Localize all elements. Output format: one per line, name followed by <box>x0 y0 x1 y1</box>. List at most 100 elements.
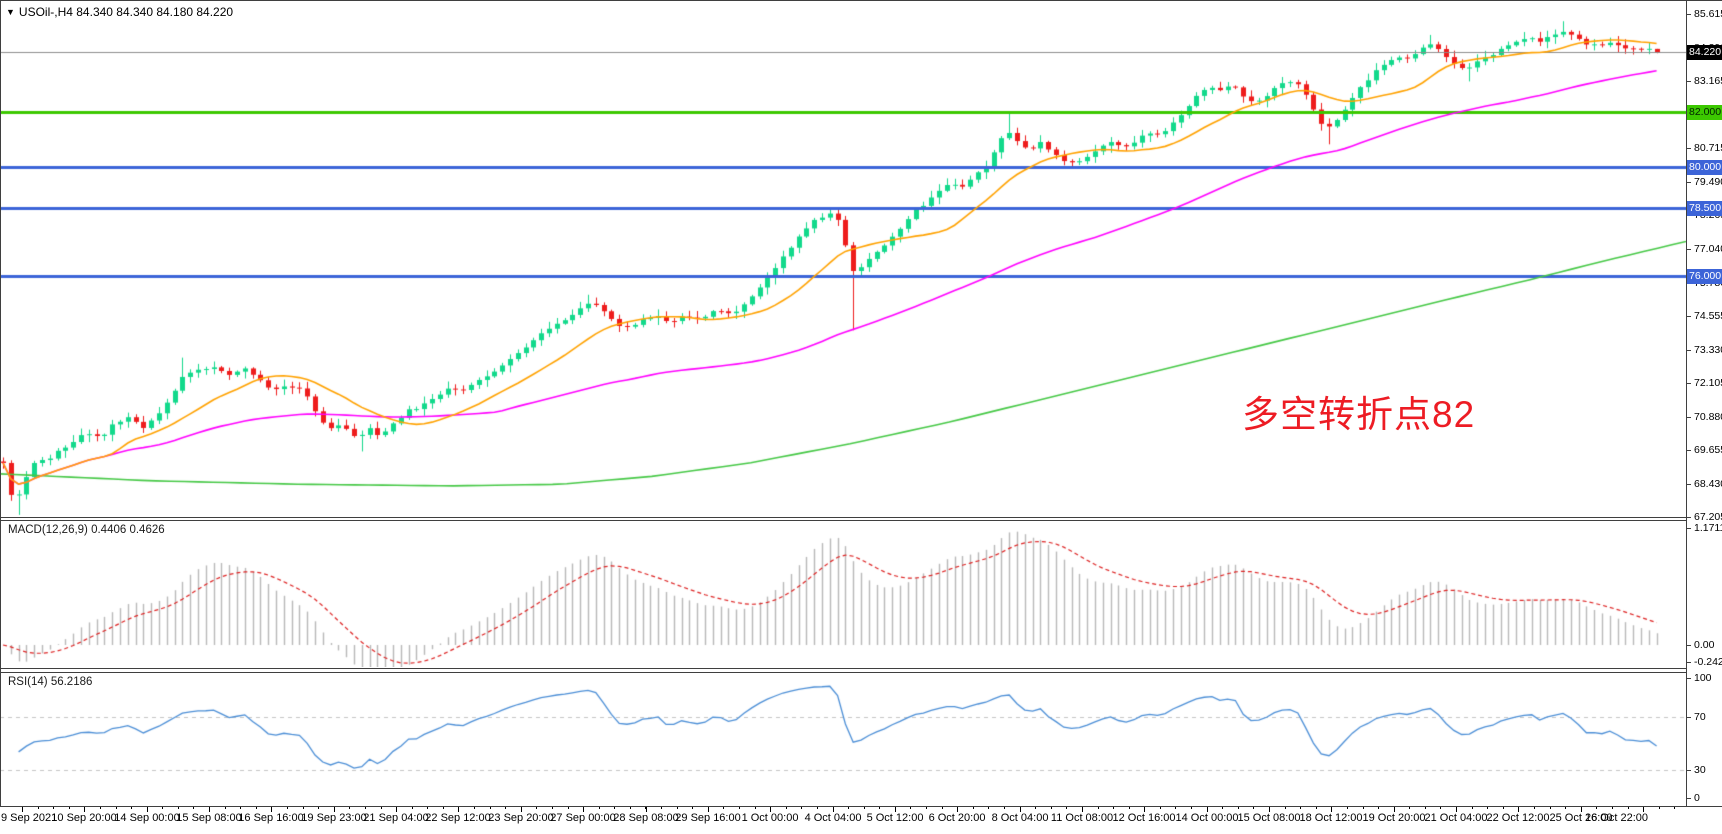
time-minor-tick <box>1440 807 1441 809</box>
time-minor-tick <box>1175 807 1176 809</box>
time-label: 23 Sep 20:00 <box>488 812 554 824</box>
time-minor-tick <box>162 807 163 809</box>
time-minor-tick <box>474 807 475 809</box>
price-tick-dash <box>1686 14 1691 15</box>
time-minor-tick <box>1425 807 1426 809</box>
time-minor-tick <box>349 807 350 809</box>
price-tick-dash <box>1686 417 1691 418</box>
time-label: 21 Oct 04:00 <box>1424 812 1488 824</box>
time-label: 29 Sep 16:00 <box>675 812 741 824</box>
time-major-tick <box>521 807 522 812</box>
time-minor-tick <box>318 807 319 809</box>
time-major-tick <box>583 807 584 812</box>
rsi-tick: 30 <box>1694 764 1706 776</box>
time-minor-tick <box>599 807 600 809</box>
time-minor-tick <box>1129 807 1130 809</box>
rsi-tick-dash <box>1686 678 1691 679</box>
time-major-tick <box>271 807 272 812</box>
time-minor-tick <box>412 807 413 809</box>
macd-label: MACD(12,26,9) 0.4406 0.4626 <box>8 524 165 536</box>
time-minor-tick <box>1409 807 1410 809</box>
time-minor-tick <box>1238 807 1239 809</box>
time-minor-tick <box>100 807 101 809</box>
time-major-tick <box>708 807 709 812</box>
price-line-label: 84.220 <box>1687 45 1722 60</box>
price-tick: 83.165 <box>1694 75 1722 87</box>
rsi-tick: 0 <box>1694 792 1700 804</box>
rsi-label: RSI(14) 56.2186 <box>8 676 93 688</box>
rsi-panel-chart[interactable] <box>0 673 1686 805</box>
time-minor-tick <box>1051 807 1052 809</box>
time-minor-tick <box>1612 807 1613 809</box>
time-minor-tick <box>536 807 537 809</box>
time-minor-tick <box>661 807 662 809</box>
time-minor-tick <box>910 807 911 809</box>
time-minor-tick <box>1596 807 1597 809</box>
time-label: 28 Sep 08:00 <box>613 812 679 824</box>
time-major-tick <box>1394 807 1395 812</box>
price-tick-dash <box>1686 182 1691 183</box>
time-minor-tick <box>552 807 553 809</box>
rsi-tick-dash <box>1686 770 1691 771</box>
price-tick: 79.490 <box>1694 176 1722 188</box>
rsi-tick: 100 <box>1694 672 1712 684</box>
time-minor-tick <box>1363 807 1364 809</box>
time-label: 14 Oct 00:00 <box>1175 812 1239 824</box>
time-minor-tick <box>614 807 615 809</box>
time-minor-tick <box>178 807 179 809</box>
time-major-tick <box>957 807 958 812</box>
macd-bottom-border <box>0 668 1686 669</box>
time-label: 22 Sep 12:00 <box>425 812 491 824</box>
price-tick: 69.655 <box>1694 444 1722 456</box>
symbol-dropdown-icon: ▼ <box>6 7 15 17</box>
time-major-tick <box>895 807 896 812</box>
time-minor-tick <box>116 807 117 809</box>
time-major-tick <box>1020 807 1021 812</box>
rsi-tick-dash <box>1686 798 1691 799</box>
time-minor-tick <box>1160 807 1161 809</box>
time-major-tick <box>396 807 397 812</box>
price-tick-dash <box>1686 450 1691 451</box>
macd-tick-dash <box>1686 662 1691 663</box>
time-minor-tick <box>942 807 943 809</box>
time-minor-tick <box>1487 807 1488 809</box>
time-major-tick <box>1331 807 1332 812</box>
time-major-tick <box>334 807 335 812</box>
time-major-tick <box>770 807 771 812</box>
macd-panel-chart[interactable] <box>0 521 1686 667</box>
price-tick: 73.330 <box>1694 344 1722 356</box>
time-minor-tick <box>38 807 39 809</box>
macd-tick: -0.2424 <box>1694 656 1722 668</box>
time-minor-tick <box>240 807 241 809</box>
time-minor-tick <box>801 807 802 809</box>
time-minor-tick <box>225 807 226 809</box>
time-minor-tick <box>1674 807 1675 809</box>
price-tick: 85.615 <box>1694 8 1722 20</box>
main-price-chart[interactable] <box>0 0 1686 517</box>
time-label: 14 Sep 00:00 <box>114 812 180 824</box>
price-tick-dash <box>1686 316 1691 317</box>
top-border <box>0 0 1722 1</box>
time-minor-tick <box>505 807 506 809</box>
time-minor-tick <box>786 807 787 809</box>
chart-title-text: USOil-,H4 84.340 84.340 84.180 84.220 <box>18 5 234 19</box>
time-axis-line <box>0 806 1722 807</box>
time-major-tick <box>147 807 148 812</box>
macd-tick: 0.00 <box>1694 639 1715 651</box>
main-bottom-border <box>0 517 1686 518</box>
time-minor-tick <box>817 807 818 809</box>
time-major-tick <box>209 807 210 812</box>
time-major-tick <box>1581 807 1582 812</box>
price-line-label: 82.000 <box>1687 105 1722 120</box>
time-label: 18 Oct 12:00 <box>1299 812 1363 824</box>
time-minor-tick <box>1550 807 1551 809</box>
rsi-tick-dash <box>1686 717 1691 718</box>
time-major-tick <box>458 807 459 812</box>
time-major-tick <box>646 807 647 812</box>
time-major-tick <box>84 807 85 812</box>
time-minor-tick <box>490 807 491 809</box>
time-minor-tick <box>739 807 740 809</box>
rsi-top-border <box>0 672 1686 673</box>
time-label: 11 Oct 08:00 <box>1050 812 1114 824</box>
time-minor-tick <box>1253 807 1254 809</box>
